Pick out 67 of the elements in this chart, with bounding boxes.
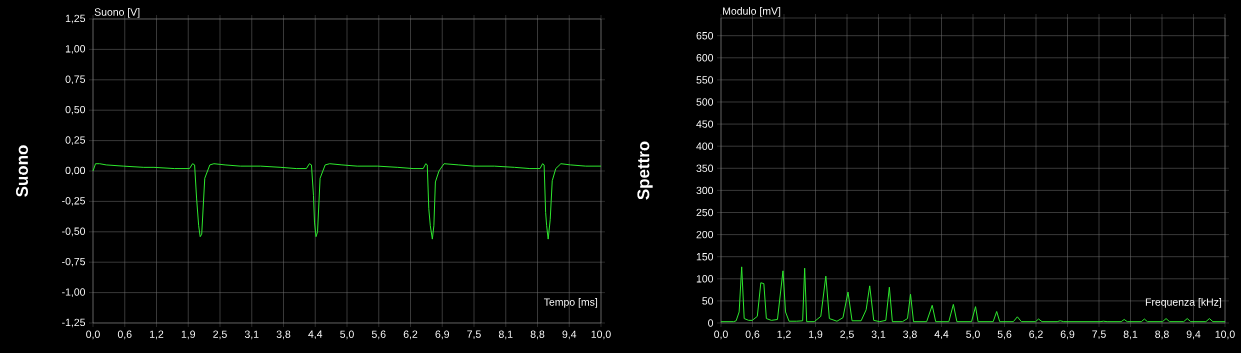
y-tick-label: -1,25 [62,318,86,328]
y-tick-label: 650 [696,31,714,40]
x-tick-label: 9,4 [1186,330,1201,340]
x-tick-label: 1,2 [777,330,791,340]
x-tick-label: 8,1 [1123,330,1138,340]
x-tick-label: 4,4 [308,330,323,340]
x-tick-label: 5,6 [997,330,1012,340]
x-axis-title: Frequenza [kHz] [1145,298,1222,308]
y-tick-label: 300 [696,186,714,195]
x-tick-label: 9,4 [562,330,577,340]
y-tick-label: 1,00 [65,45,86,54]
x-tick-label: 5,0 [340,330,354,340]
text: Suono [16,145,28,197]
x-tick-label: 0,6 [117,330,132,340]
y-tick-label: 0,75 [65,75,86,85]
y-axis-title: Suono [V] [94,8,140,18]
y-tick-label: 0,50 [65,105,86,115]
y-tick-label: -0,50 [62,227,86,237]
x-tick-label: 2,5 [213,330,227,340]
x-tick-label: 0,0 [86,330,100,340]
x-tick-label: 5,0 [966,330,980,340]
text: Spettro [637,141,653,200]
y-tick-label: 200 [696,230,714,239]
x-axis-title: Tempo [ms] [543,298,598,308]
line-series [92,163,602,240]
x-tick-label: 3,8 [276,330,291,340]
y-tick-label: 0 [708,319,714,327]
x-tick-label: 8,8 [530,330,545,340]
y-tick-label: 550 [696,76,714,84]
x-tick-label: 2,5 [840,330,854,340]
x-tick-label: 10,0 [591,330,611,340]
x-tick-label: 5,6 [371,330,386,340]
x-tick-label: 0,6 [745,330,760,340]
x-tick-label: 1,2 [150,330,164,340]
y-tick-label: 400 [696,142,714,150]
y-tick-label: 600 [696,54,714,62]
y-axis-title: Modulo [mV] [723,7,781,17]
x-tick-label: 8,8 [1155,330,1169,340]
line-series [720,266,1226,323]
y-tick-label: 1,25 [65,14,86,24]
y-tick-label: 250 [696,208,714,217]
y-tick-label: 0,25 [65,136,86,145]
y-tick-label: -0,75 [62,257,86,267]
y-tick-label: 450 [696,120,714,128]
x-tick-label: 6,9 [1060,330,1075,340]
y-tick-label: 150 [696,253,714,261]
x-tick-label: 3,8 [903,330,917,340]
y-tick-label: 0,00 [65,166,86,176]
x-tick-label: 10,0 [1215,330,1235,340]
x-tick-label: 1,9 [809,330,823,340]
x-tick-label: 4,4 [934,330,949,340]
y-tick-label: -0,25 [62,197,86,206]
y-tick-label: -1,00 [62,288,86,297]
x-tick-label: 7,5 [1092,330,1106,340]
x-tick-label: 1,9 [181,330,196,340]
y-tick-label: 500 [696,98,714,106]
x-tick-label: 3,1 [244,330,259,340]
y-tick-label: 100 [696,275,714,283]
x-tick-label: 6,2 [403,330,418,340]
x-tick-label: 6,9 [435,330,450,340]
y-tick-label: 50 [702,297,714,305]
x-tick-label: 6,2 [1029,330,1043,340]
x-tick-label: 7,5 [467,330,481,340]
y-tick-label: 350 [696,164,714,172]
x-tick-label: 3,1 [871,330,886,340]
x-tick-label: 8,1 [498,330,513,340]
x-tick-label: 0,0 [714,330,728,340]
